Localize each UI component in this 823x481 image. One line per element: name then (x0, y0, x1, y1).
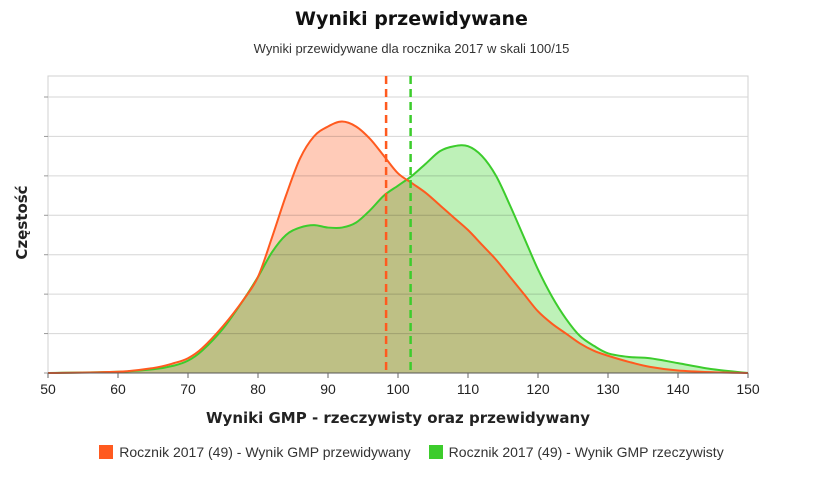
x-tick-label: 110 (457, 381, 480, 397)
x-tick-label: 150 (736, 381, 760, 397)
legend-swatch-predicted (99, 445, 114, 459)
legend-label-predicted: Rocznik 2017 (49) - Wynik GMP przewidywa… (119, 444, 411, 460)
x-tick-label: 70 (180, 381, 196, 397)
chart-svg: 50 60 70 80 90 100 110 120 130 140 150 Wyniki GMP -… (13, 75, 760, 427)
x-tick-label: 130 (596, 381, 620, 397)
series-line-0 (47, 120, 749, 374)
series-line-1 (47, 144, 749, 374)
chart-subtitle: Wyniki przewidywane dla rocznika 2017 w … (253, 41, 570, 56)
x-axis-label: Wyniki GMP - rzeczywisty oraz przewidywa… (206, 409, 590, 427)
chart-title: Wyniki przewidywane (295, 8, 528, 30)
legend: Rocznik 2017 (49) - Wynik GMP przewidywa… (0, 444, 823, 460)
x-tick-label: 90 (320, 381, 336, 397)
x-tick-label: 100 (386, 381, 410, 397)
x-tick-label: 120 (526, 381, 550, 397)
series-area-0 (48, 121, 748, 373)
legend-item-predicted[interactable]: Rocznik 2017 (49) - Wynik GMP przewidywa… (99, 444, 411, 460)
x-tick-label: 60 (110, 381, 126, 397)
x-tick-label: 140 (666, 381, 690, 397)
x-tick-label: 80 (250, 381, 266, 397)
legend-label-actual: Rocznik 2017 (49) - Wynik GMP rzeczywist… (448, 444, 724, 460)
x-tick-label: 50 (40, 381, 56, 397)
legend-swatch-actual (428, 445, 443, 459)
legend-item-actual[interactable]: Rocznik 2017 (49) - Wynik GMP rzeczywist… (428, 444, 724, 460)
y-axis-label: Częstość (13, 185, 31, 259)
